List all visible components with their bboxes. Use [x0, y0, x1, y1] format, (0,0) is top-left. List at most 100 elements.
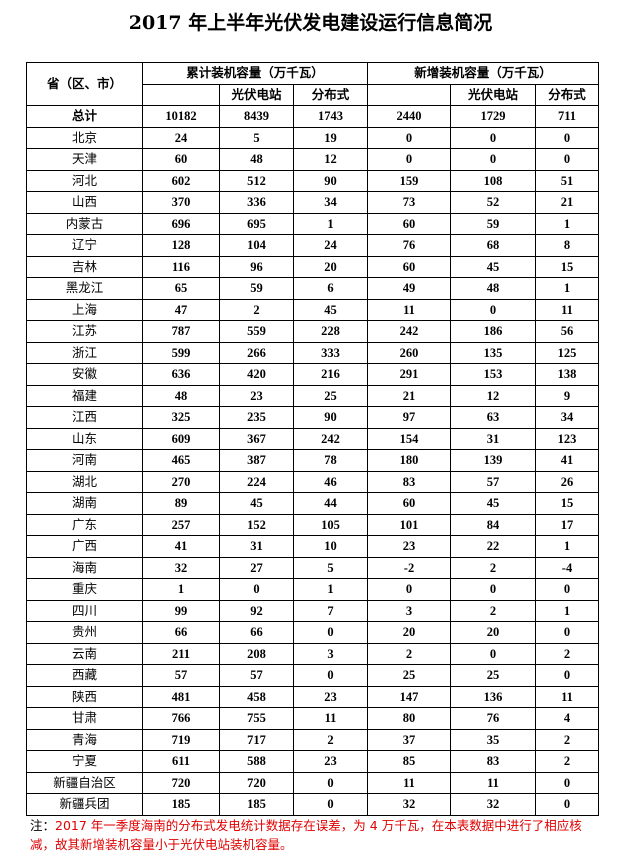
value-cell: 242 — [293, 427, 368, 450]
table-row: 黑龙江 65 59 6 49 48 1 — [26, 277, 599, 300]
value-cell: 2 — [219, 298, 294, 321]
value-cell: 23 — [367, 535, 451, 558]
value-cell: 83 — [450, 750, 536, 773]
table-row: 湖南 89 45 44 60 45 15 — [26, 492, 599, 515]
region-cell: 重庆 — [26, 578, 143, 601]
header-cell: 光伏电站 — [450, 83, 536, 106]
value-cell: 34 — [293, 191, 368, 214]
table-row: 江西 325 235 90 97 63 34 — [26, 406, 599, 429]
table-row: 山西 370 336 34 73 52 21 — [26, 191, 599, 214]
value-cell: 370 — [142, 191, 220, 214]
table-row: 上海 47 2 45 11 0 11 — [26, 298, 599, 321]
value-cell: 3 — [293, 642, 368, 665]
region-cell: 黑龙江 — [26, 277, 143, 300]
value-cell: 0 — [450, 126, 536, 149]
value-cell: 22 — [450, 535, 536, 558]
header-cell — [367, 83, 451, 106]
value-cell: 135 — [450, 341, 536, 364]
value-cell: 325 — [142, 406, 220, 429]
value-cell: 0 — [535, 126, 599, 149]
value-cell: 60 — [367, 212, 451, 235]
value-cell: 755 — [219, 707, 294, 730]
value-cell: 367 — [219, 427, 294, 450]
table-row: 山东 609 367 242 154 31 123 — [26, 427, 599, 450]
value-cell: 25 — [450, 664, 536, 687]
value-cell: 0 — [535, 793, 599, 816]
value-cell: 56 — [535, 320, 599, 343]
value-cell: 24 — [293, 234, 368, 257]
value-cell: 46 — [293, 470, 368, 493]
value-cell: 108 — [450, 169, 536, 192]
value-cell: 12 — [293, 148, 368, 171]
value-cell: 1743 — [293, 105, 368, 128]
value-cell: 45 — [450, 255, 536, 278]
value-cell: -2 — [367, 556, 451, 579]
value-cell: 216 — [293, 363, 368, 386]
value-cell: 387 — [219, 449, 294, 472]
region-cell: 北京 — [26, 126, 143, 149]
note: 注：2017 年一季度海南的分布式发电统计数据存在误差，为 4 万千瓦，在本表数… — [30, 816, 600, 854]
value-cell: 260 — [367, 341, 451, 364]
value-cell: 68 — [450, 234, 536, 257]
value-cell: 719 — [142, 728, 220, 751]
value-cell: 104 — [219, 234, 294, 257]
value-cell: 66 — [219, 621, 294, 644]
value-cell: 5 — [293, 556, 368, 579]
value-cell: 85 — [367, 750, 451, 773]
region-cell: 河北 — [26, 169, 143, 192]
region-cell: 总计 — [26, 105, 143, 128]
value-cell: 766 — [142, 707, 220, 730]
table-row: 北京 24 5 19 0 0 0 — [26, 126, 599, 149]
value-cell: 599 — [142, 341, 220, 364]
value-cell: 1 — [535, 535, 599, 558]
value-cell: 0 — [367, 148, 451, 171]
region-cell: 天津 — [26, 148, 143, 171]
value-cell: 2 — [293, 728, 368, 751]
region-cell: 山西 — [26, 191, 143, 214]
region-cell: 江苏 — [26, 320, 143, 343]
region-cell: 内蒙古 — [26, 212, 143, 235]
value-cell: 0 — [535, 621, 599, 644]
value-cell: 0 — [367, 126, 451, 149]
table-row: 陕西 481 458 23 147 136 11 — [26, 685, 599, 708]
value-cell: 105 — [293, 513, 368, 536]
value-cell: 2 — [367, 642, 451, 665]
value-cell: 123 — [535, 427, 599, 450]
value-cell: 2 — [450, 599, 536, 622]
value-cell: 5 — [219, 126, 294, 149]
value-cell: 49 — [367, 277, 451, 300]
value-cell: 147 — [367, 685, 451, 708]
value-cell: 128 — [142, 234, 220, 257]
header-cell: 累计装机容量（万千瓦） — [142, 62, 368, 85]
table-row: 安徽 636 420 216 291 153 138 — [26, 363, 599, 386]
value-cell: 47 — [142, 298, 220, 321]
value-cell: 26 — [535, 470, 599, 493]
value-cell: 21 — [535, 191, 599, 214]
value-cell: 465 — [142, 449, 220, 472]
value-cell: 1 — [293, 212, 368, 235]
value-cell: 21 — [367, 384, 451, 407]
value-cell: 458 — [219, 685, 294, 708]
value-cell: -4 — [535, 556, 599, 579]
value-cell: 0 — [535, 664, 599, 687]
value-cell: 48 — [142, 384, 220, 407]
value-cell: 45 — [450, 492, 536, 515]
table-row: 新疆兵团 185 185 0 32 32 0 — [26, 793, 599, 816]
value-cell: 0 — [367, 578, 451, 601]
value-cell: 0 — [535, 578, 599, 601]
region-cell: 西藏 — [26, 664, 143, 687]
table-row: 广东 257 152 105 101 84 17 — [26, 513, 599, 536]
value-cell: 59 — [219, 277, 294, 300]
value-cell: 60 — [367, 492, 451, 515]
value-cell: 45 — [293, 298, 368, 321]
region-cell: 四川 — [26, 599, 143, 622]
value-cell: 57 — [219, 664, 294, 687]
value-cell: 15 — [535, 492, 599, 515]
value-cell: 7 — [293, 599, 368, 622]
header-cell — [142, 83, 220, 106]
value-cell: 266 — [219, 341, 294, 364]
value-cell: 720 — [219, 771, 294, 794]
value-cell: 57 — [142, 664, 220, 687]
data-table: 省（区、市） 累计装机容量（万千瓦） 新增装机容量（万千瓦） 光伏电站 分布式 … — [26, 62, 599, 816]
